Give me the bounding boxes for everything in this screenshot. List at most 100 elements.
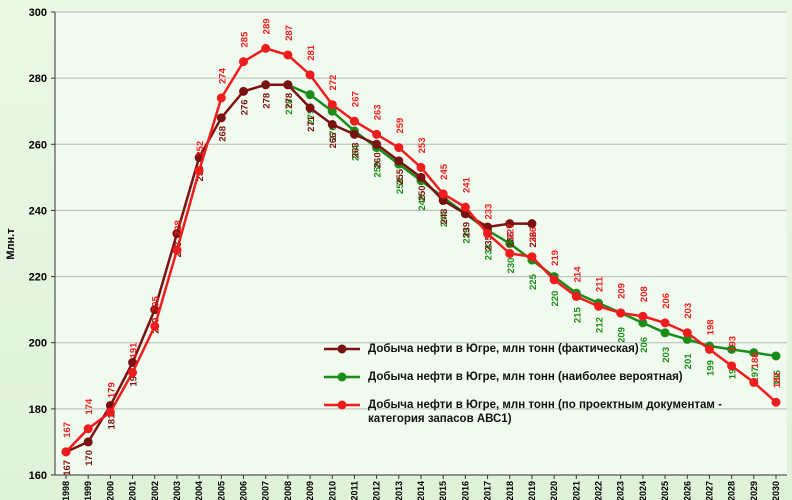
x-tick-label: 2003 <box>172 481 182 500</box>
data-label: 203 <box>661 347 672 363</box>
data-point <box>660 318 670 328</box>
data-label: 275 <box>306 108 317 125</box>
data-label: 167 <box>62 460 73 476</box>
data-label: 244 <box>439 211 450 228</box>
data-label: 220 <box>550 291 561 307</box>
data-label: 206 <box>639 337 650 353</box>
data-point <box>83 424 93 434</box>
data-point <box>638 318 648 328</box>
legend-item: Добыча нефти в Югре, млн тонн (фактическ… <box>322 342 722 356</box>
y-tick-label: 260 <box>29 139 47 151</box>
data-label: 289 <box>262 18 273 34</box>
data-label: 209 <box>617 283 628 299</box>
x-tick-label: 2006 <box>239 481 249 500</box>
data-label: 233 <box>484 204 495 220</box>
data-label: 271 <box>306 115 317 132</box>
data-point <box>394 143 404 153</box>
data-point <box>305 90 315 100</box>
data-point <box>416 172 426 182</box>
data-label: 227 <box>506 223 517 239</box>
data-label: 167 <box>62 422 73 438</box>
y-tick-label: 300 <box>29 7 47 19</box>
data-label: 274 <box>217 67 228 84</box>
data-point <box>327 100 337 110</box>
data-point <box>638 311 648 321</box>
data-point <box>61 447 71 457</box>
data-point <box>283 50 293 60</box>
x-tick-label: 2027 <box>704 481 714 500</box>
x-tick-label: 2002 <box>150 481 160 500</box>
data-point <box>571 291 581 301</box>
data-label: 254 <box>395 177 406 194</box>
x-tick-label: 2021 <box>571 481 581 500</box>
data-label: 179 <box>106 382 117 398</box>
plot-area <box>55 12 787 475</box>
x-tick-label: 2001 <box>128 481 138 500</box>
data-label: 181 <box>106 413 117 430</box>
data-label: 230 <box>506 258 517 274</box>
legend-dot <box>337 344 347 354</box>
data-point <box>216 113 226 123</box>
data-label: 235 <box>484 234 495 251</box>
data-label: 193 <box>728 336 739 352</box>
data-label: 226 <box>528 227 539 243</box>
data-point <box>239 86 248 96</box>
data-point <box>527 219 537 229</box>
data-label: 281 <box>306 44 317 61</box>
data-label: 236 <box>528 232 539 248</box>
y-tick-label: 160 <box>29 470 47 482</box>
data-point <box>105 407 115 417</box>
legend-dot <box>337 372 347 382</box>
data-label: 253 <box>417 138 428 154</box>
data-point <box>261 43 271 53</box>
data-label: 225 <box>528 273 539 290</box>
data-point <box>505 239 515 248</box>
x-tick-label: 2030 <box>771 481 781 500</box>
data-point <box>305 70 315 80</box>
data-point <box>460 202 470 212</box>
data-point <box>771 351 781 361</box>
x-tick-label: 2007 <box>261 481 271 500</box>
x-tick-label: 2017 <box>483 481 493 500</box>
data-label: 198 <box>705 319 716 335</box>
x-tick-label: 2014 <box>416 481 426 500</box>
x-tick-label: 2026 <box>682 481 692 500</box>
data-label: 199 <box>705 360 716 376</box>
y-tick-label: 200 <box>29 338 47 350</box>
data-label: 205 <box>151 296 162 313</box>
data-point <box>305 103 315 113</box>
data-point <box>349 129 359 139</box>
data-point <box>239 57 248 67</box>
data-label: 255 <box>395 168 406 185</box>
x-tick-label: 2015 <box>438 481 448 500</box>
data-point <box>616 308 626 318</box>
legend-label: Добыча нефти в Югре, млн тонн (фактическ… <box>368 343 639 355</box>
data-label: 259 <box>373 162 384 178</box>
x-tick-label: 2011 <box>349 481 359 500</box>
data-point <box>128 367 138 377</box>
data-label: 278 <box>284 93 295 109</box>
data-label: 276 <box>240 99 251 115</box>
data-point <box>682 334 692 344</box>
data-label: 191 <box>129 342 140 359</box>
data-point <box>261 80 271 90</box>
data-label: 245 <box>439 163 450 180</box>
data-label: 249 <box>417 195 428 211</box>
data-point <box>172 229 182 239</box>
data-label: 236 <box>506 232 517 248</box>
data-label: 214 <box>572 266 583 283</box>
data-point <box>150 305 160 315</box>
data-point <box>704 344 714 354</box>
data-point <box>749 348 759 358</box>
data-label: 239 <box>461 222 472 238</box>
legend: Добыча нефти в Югре, млн тонн (фактическ… <box>322 342 722 440</box>
data-point <box>727 344 737 354</box>
x-tick-label: 2012 <box>372 481 382 500</box>
x-tick-label: 2013 <box>394 481 404 500</box>
x-tick-label: 2028 <box>727 481 737 500</box>
data-label: 209 <box>617 327 628 343</box>
data-label: 278 <box>284 99 295 115</box>
data-point <box>372 129 382 139</box>
y-tick-label: 240 <box>29 205 47 217</box>
